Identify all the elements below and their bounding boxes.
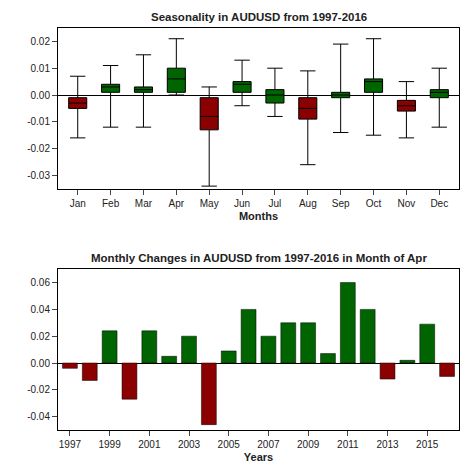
svg-text:0.00: 0.00 bbox=[31, 358, 51, 369]
svg-text:-0.03: -0.03 bbox=[27, 170, 50, 181]
svg-text:Mar: Mar bbox=[135, 198, 153, 209]
svg-text:2003: 2003 bbox=[178, 439, 201, 450]
svg-text:2001: 2001 bbox=[138, 439, 161, 450]
svg-text:0.01: 0.01 bbox=[31, 63, 51, 74]
svg-text:Dec: Dec bbox=[430, 198, 448, 209]
svg-text:Jan: Jan bbox=[70, 198, 86, 209]
svg-text:Oct: Oct bbox=[366, 198, 382, 209]
svg-text:-0.02: -0.02 bbox=[27, 143, 50, 154]
svg-text:1997: 1997 bbox=[59, 439, 82, 450]
svg-text:-0.04: -0.04 bbox=[27, 411, 50, 422]
svg-text:2013: 2013 bbox=[376, 439, 399, 450]
svg-text:Monthly Changes in AUDUSD from: Monthly Changes in AUDUSD from 1997-2016… bbox=[91, 252, 427, 264]
svg-text:Jul: Jul bbox=[269, 198, 282, 209]
svg-text:Months: Months bbox=[239, 210, 278, 222]
svg-text:0.02: 0.02 bbox=[31, 36, 51, 47]
svg-text:1999: 1999 bbox=[98, 439, 121, 450]
svg-text:Nov: Nov bbox=[398, 198, 416, 209]
svg-text:May: May bbox=[200, 198, 219, 209]
svg-text:Aug: Aug bbox=[299, 198, 317, 209]
svg-text:2005: 2005 bbox=[218, 439, 241, 450]
svg-text:2007: 2007 bbox=[257, 439, 280, 450]
svg-text:0.04: 0.04 bbox=[31, 304, 51, 315]
svg-text:2015: 2015 bbox=[416, 439, 439, 450]
svg-text:0.00: 0.00 bbox=[31, 90, 51, 101]
svg-text:0.02: 0.02 bbox=[31, 331, 51, 342]
svg-text:2011: 2011 bbox=[337, 439, 359, 450]
svg-text:Feb: Feb bbox=[102, 198, 120, 209]
svg-text:0.06: 0.06 bbox=[31, 277, 51, 288]
svg-text:2009: 2009 bbox=[297, 439, 320, 450]
svg-text:Sep: Sep bbox=[332, 198, 350, 209]
svg-text:Years: Years bbox=[244, 451, 273, 463]
svg-text:Seasonality in AUDUSD from 199: Seasonality in AUDUSD from 1997-2016 bbox=[151, 11, 367, 23]
svg-text:Jun: Jun bbox=[234, 198, 250, 209]
svg-text:-0.01: -0.01 bbox=[27, 116, 50, 127]
svg-text:Apr: Apr bbox=[169, 198, 185, 209]
svg-text:-0.02: -0.02 bbox=[27, 384, 50, 395]
